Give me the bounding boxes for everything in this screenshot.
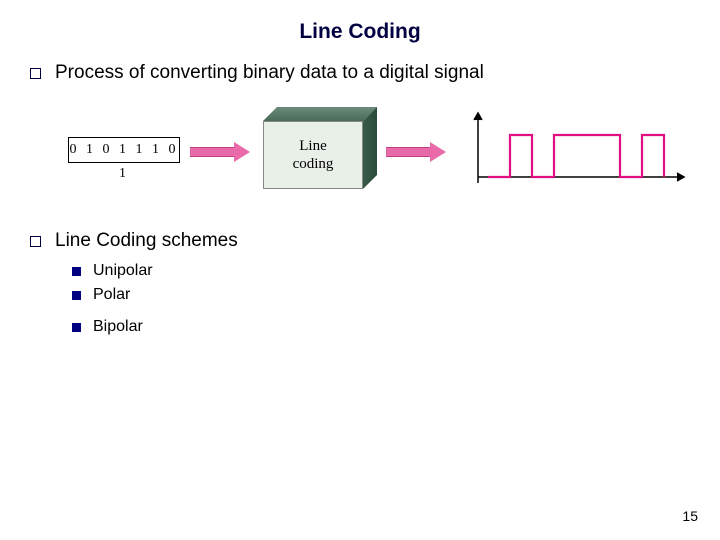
block-label-line2: coding [264, 155, 362, 173]
page-number: 15 [682, 508, 698, 524]
bullet-text: Line Coding schemes [55, 230, 238, 252]
binary-data-box: 0 1 0 1 1 1 0 1 [68, 137, 180, 163]
filled-square-icon [72, 291, 81, 300]
bullet-text: Process of converting binary data to a d… [55, 62, 484, 84]
line-coding-block: Line coding [263, 107, 363, 189]
block-label-line1: Line [264, 137, 362, 155]
hollow-square-icon [30, 68, 41, 79]
sub-bullet-item: Unipolar [72, 262, 690, 280]
content-area: Process of converting binary data to a d… [0, 62, 720, 336]
sub-bullet-text: Polar [93, 286, 130, 304]
filled-square-icon [72, 267, 81, 276]
sub-bullet-item: Polar [72, 286, 690, 304]
arrow-icon [190, 142, 250, 162]
bullet-item: Line Coding schemes [30, 230, 690, 252]
hollow-square-icon [30, 236, 41, 247]
sub-bullet-text: Unipolar [93, 262, 153, 280]
signal-waveform-plot [460, 107, 690, 195]
sub-bullet-item: Bipolar [72, 318, 690, 336]
filled-square-icon [72, 323, 81, 332]
line-coding-diagram: 0 1 0 1 1 1 0 1 Line coding [68, 102, 690, 202]
arrow-icon [386, 142, 446, 162]
bullet-item: Process of converting binary data to a d… [30, 62, 690, 84]
slide-title: Line Coding [0, 0, 720, 62]
sub-bullet-text: Bipolar [93, 318, 143, 336]
